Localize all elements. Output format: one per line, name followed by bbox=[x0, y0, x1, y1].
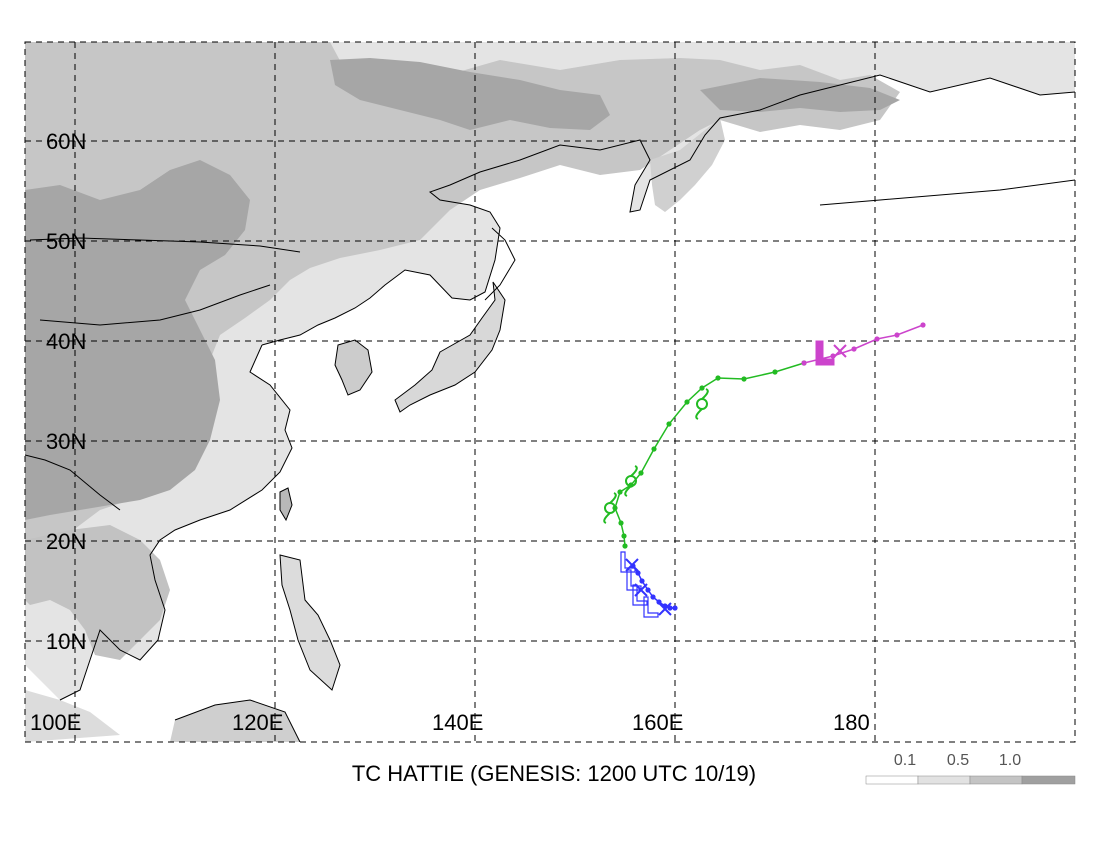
track-point bbox=[651, 446, 657, 452]
track-point bbox=[684, 399, 690, 405]
coastlines bbox=[25, 74, 1075, 742]
storm-arm bbox=[603, 512, 611, 524]
cross-stroke bbox=[658, 602, 672, 616]
lon-label-180: 180 bbox=[833, 710, 870, 735]
track-point bbox=[650, 594, 656, 600]
land-light bbox=[170, 700, 300, 742]
legend-label-0-1: 0.1 bbox=[894, 752, 916, 769]
storm-symbols bbox=[603, 340, 847, 618]
legend-swatch-0 bbox=[865, 775, 919, 785]
cross-stroke bbox=[625, 558, 639, 572]
land-light bbox=[335, 340, 372, 395]
lon-label-100e: 100E bbox=[30, 710, 81, 735]
cross-marker bbox=[658, 602, 672, 616]
track-line-2 bbox=[803, 324, 924, 364]
legend-swatch-3 bbox=[1021, 775, 1076, 785]
land-light bbox=[25, 690, 120, 742]
longitude-labels: 100E 120E 140E 160E 180 bbox=[30, 710, 870, 735]
lat-label-10n: 10N bbox=[46, 629, 86, 654]
plot-frame bbox=[24, 41, 1076, 743]
storm-arm bbox=[624, 485, 632, 497]
track-point bbox=[618, 520, 624, 526]
lon-label-160e: 160E bbox=[632, 710, 683, 735]
track-point bbox=[621, 533, 627, 539]
land-dark bbox=[330, 58, 610, 130]
lat-label-30n: 30N bbox=[46, 429, 86, 454]
track-point bbox=[666, 421, 672, 427]
grid-lines bbox=[25, 42, 1075, 742]
land-light bbox=[395, 282, 505, 412]
lon-label-120e: 120E bbox=[232, 710, 283, 735]
cross-stroke bbox=[634, 583, 648, 597]
lat-label-50n: 50N bbox=[46, 229, 86, 254]
storm-arm bbox=[695, 408, 703, 420]
lat-label-20n: 20N bbox=[46, 529, 86, 554]
cross-marker bbox=[634, 583, 648, 597]
track-point bbox=[920, 322, 926, 328]
tropical-storm-icon bbox=[695, 388, 709, 420]
track-point bbox=[874, 336, 880, 342]
land-mid bbox=[25, 42, 900, 555]
tropical-storm-icon bbox=[624, 465, 638, 497]
legend-swatch-1 bbox=[917, 775, 971, 785]
latitude-labels: 60N 50N 40N 30N 20N 10N bbox=[46, 129, 86, 654]
track-point bbox=[617, 489, 623, 495]
storm-arm bbox=[630, 465, 638, 477]
track-point bbox=[851, 346, 857, 352]
track-point bbox=[635, 570, 641, 576]
track-point bbox=[638, 470, 644, 476]
tropical-storm-icon bbox=[603, 492, 617, 524]
track-point bbox=[772, 369, 778, 375]
depression-symbol bbox=[626, 569, 642, 591]
cross-stroke bbox=[833, 344, 847, 358]
cross-marker bbox=[625, 558, 639, 572]
depression-symbol bbox=[643, 596, 659, 618]
track-point bbox=[639, 578, 645, 584]
land-light bbox=[280, 555, 340, 690]
extratropical-symbol bbox=[815, 340, 835, 366]
track-point bbox=[741, 376, 747, 382]
cross-marker bbox=[833, 344, 847, 358]
land-dark bbox=[25, 160, 250, 520]
land-light bbox=[650, 118, 725, 212]
track-point bbox=[801, 360, 807, 366]
track-point bbox=[622, 543, 628, 549]
track-point bbox=[645, 587, 651, 593]
legend-label-0-5: 0.5 bbox=[947, 752, 969, 769]
lat-label-60n: 60N bbox=[46, 129, 86, 154]
storm-arm bbox=[701, 388, 709, 400]
legend-label-1-0: 1.0 bbox=[999, 752, 1021, 769]
map-title: TC HATTIE (GENESIS: 1200 UTC 10/19) bbox=[352, 761, 756, 786]
storm-arm bbox=[609, 492, 617, 504]
land-mid bbox=[25, 525, 170, 660]
track-point bbox=[672, 605, 678, 611]
track-point bbox=[894, 332, 900, 338]
land-shading bbox=[25, 42, 1075, 742]
track-point bbox=[715, 375, 721, 381]
lat-label-40n: 40N bbox=[46, 329, 86, 354]
lon-label-140e: 140E bbox=[432, 710, 483, 735]
legend-colorbar: 0.1 0.5 1.0 bbox=[865, 752, 1076, 785]
legend-swatch-2 bbox=[969, 775, 1023, 785]
track-point bbox=[699, 385, 705, 391]
